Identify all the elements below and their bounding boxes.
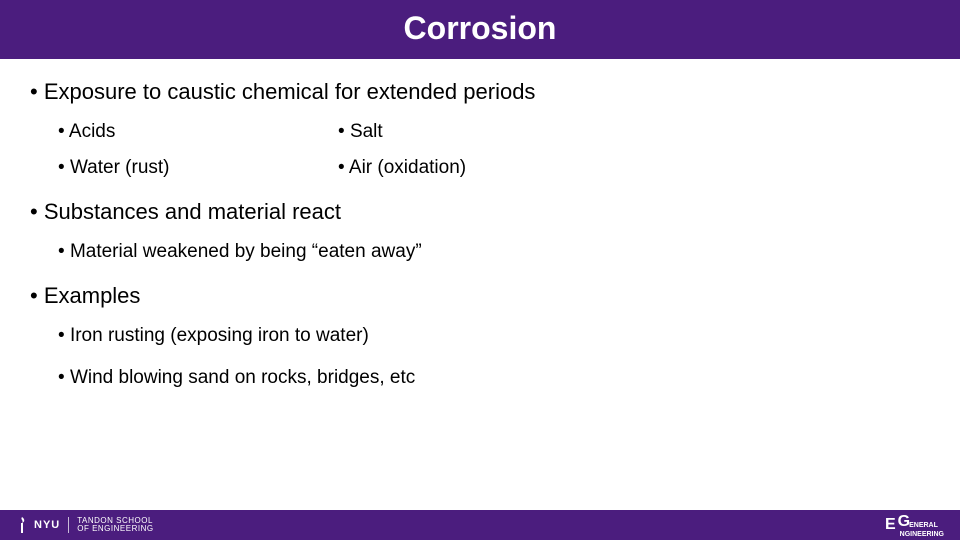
bullet-exposure: Exposure to caustic chemical for extende… <box>30 79 930 105</box>
torch-icon <box>16 517 28 533</box>
bullet-examples: Examples <box>30 283 930 309</box>
bullet-iron-rusting: Iron rusting (exposing iron to water) <box>58 325 930 347</box>
eg-logo: E G ENERAL NGINEERING <box>885 513 944 538</box>
footer-right: E G ENERAL NGINEERING <box>885 513 944 538</box>
title-bar: Corrosion <box>0 0 960 59</box>
footer-divider <box>68 517 69 533</box>
nyu-text: NYU <box>34 519 60 531</box>
footer-bar: NYU TANDON SCHOOL OF ENGINEERING E G ENE… <box>0 510 960 540</box>
bullet-air: Air (oxidation) <box>338 157 618 179</box>
bullet-wind-sand: Wind blowing sand on rocks, bridges, etc <box>58 367 930 389</box>
footer-left: NYU TANDON SCHOOL OF ENGINEERING <box>16 517 154 533</box>
bullet-acids: Acids <box>58 121 338 143</box>
nyu-logo: NYU <box>16 517 60 533</box>
eg-line2: NGINEERING <box>900 531 944 538</box>
bullet-react: Substances and material react <box>30 199 930 225</box>
slide-content: Exposure to caustic chemical for extende… <box>0 59 960 389</box>
bullet-weakened: Material weakened by being “eaten away” <box>58 241 930 263</box>
eg-line1: ENERAL <box>909 522 938 529</box>
bullet-salt: Salt <box>338 121 618 143</box>
slide-title: Corrosion <box>0 10 960 47</box>
chemicals-row-2: Water (rust) Air (oxidation) <box>58 157 930 179</box>
eg-e: E <box>885 516 896 534</box>
tandon-line2: OF ENGINEERING <box>77 525 153 533</box>
bullet-water: Water (rust) <box>58 157 338 179</box>
chemicals-row-1: Acids Salt <box>58 121 930 143</box>
tandon-text: TANDON SCHOOL OF ENGINEERING <box>77 517 153 533</box>
eg-g: G <box>898 513 909 531</box>
eg-text-block: G ENERAL NGINEERING <box>898 513 944 538</box>
